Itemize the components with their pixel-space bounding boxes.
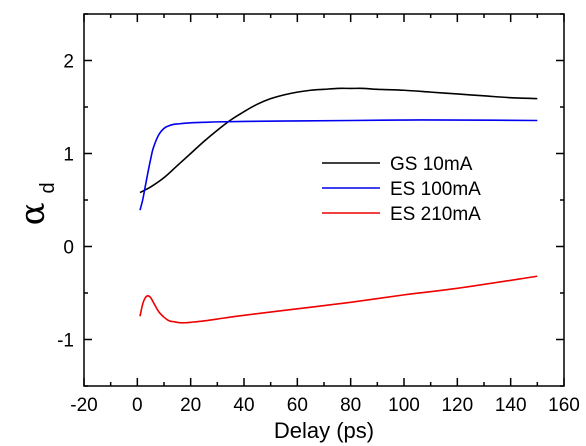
x-tick-label: 0 bbox=[132, 395, 143, 416]
x-tick-label: -20 bbox=[70, 395, 97, 416]
x-tick-label: 80 bbox=[340, 395, 361, 416]
x-tick-label: 160 bbox=[548, 395, 580, 416]
x-tick-label: 20 bbox=[180, 395, 201, 416]
axis-ticks bbox=[83, 13, 565, 387]
series-line-2 bbox=[139, 275, 538, 324]
legend: GS 10mA ES 100mA ES 210mA bbox=[322, 154, 481, 225]
x-axis-title: Delay (ps) bbox=[274, 418, 374, 443]
y-tick-label: 0 bbox=[63, 238, 74, 259]
y-axis-title-main: α bbox=[13, 202, 53, 225]
legend-label-2: ES 210mA bbox=[390, 204, 481, 225]
y-tick-labels: -1 0 1 2 bbox=[57, 52, 74, 352]
y-tick-label: 2 bbox=[63, 52, 74, 73]
series-curves bbox=[139, 87, 538, 324]
y-tick-label: -1 bbox=[57, 331, 74, 352]
series-line-0 bbox=[139, 87, 538, 194]
x-tick-label: 40 bbox=[233, 395, 254, 416]
series-line-1 bbox=[139, 119, 538, 211]
x-tick-label: 140 bbox=[495, 395, 527, 416]
legend-label-1: ES 100mA bbox=[390, 179, 481, 200]
legend-label-0: GS 10mA bbox=[390, 154, 473, 175]
y-axis-title: α d bbox=[13, 182, 59, 225]
x-tick-label: 60 bbox=[287, 395, 308, 416]
x-tick-label: 120 bbox=[441, 395, 473, 416]
y-tick-label: 1 bbox=[63, 145, 74, 166]
x-tick-label: 100 bbox=[388, 395, 420, 416]
x-tick-labels: -20 0 20 40 60 80 100 120 140 160 bbox=[70, 395, 580, 416]
y-axis-title-subscript: d bbox=[37, 182, 59, 193]
plot-frame bbox=[83, 13, 565, 387]
